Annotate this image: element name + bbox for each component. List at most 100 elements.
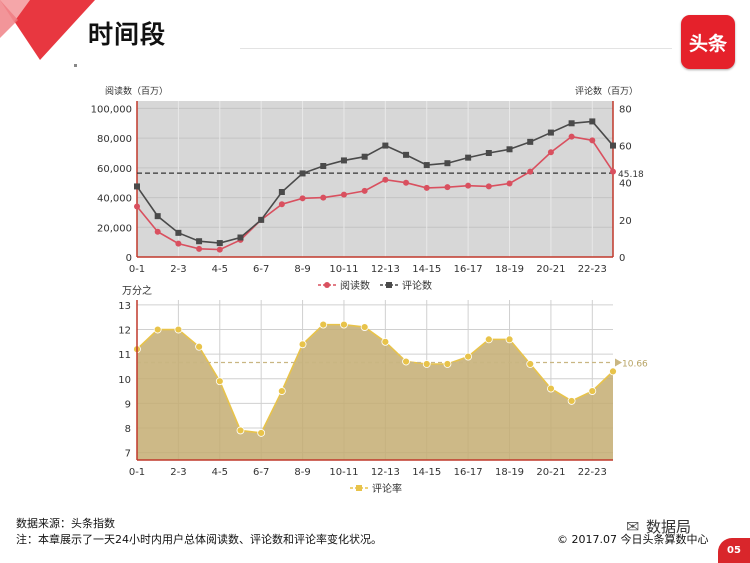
rate-point	[567, 397, 576, 405]
reads-point	[423, 184, 430, 191]
series-line-reads	[136, 135, 614, 251]
comments-point	[278, 189, 285, 195]
reads-point	[610, 168, 616, 175]
x-tick-label: 22-23	[578, 264, 607, 275]
rate-point	[215, 377, 224, 386]
comments-point	[547, 129, 554, 136]
reads-point	[196, 245, 203, 252]
comments-point	[216, 240, 223, 247]
y-axis-label: 万分之	[122, 284, 152, 297]
logo-text: 头条	[688, 32, 727, 55]
plot-background	[137, 101, 613, 257]
comments-point	[340, 157, 347, 164]
left-tick-label: 80,000	[97, 134, 132, 145]
comments-point	[444, 160, 451, 167]
reads-point	[485, 183, 492, 190]
legend-reads-label: 阅读数	[340, 279, 370, 292]
rate-point	[277, 387, 286, 395]
reads-comments-chart: 100,000 80,000 60,000 40,000 20,000 0 80 60 40 20…	[91, 85, 644, 292]
x-tick-label: 22-23	[578, 467, 607, 478]
x-tick-label: 0-1	[129, 467, 145, 478]
reads-point	[527, 168, 534, 175]
comments-point	[589, 118, 596, 125]
comments-point	[258, 216, 265, 223]
right-tick-label: 20	[619, 216, 632, 227]
reads-point	[216, 246, 223, 253]
y-tick-label: 10	[118, 375, 131, 386]
reads-point	[320, 194, 327, 201]
rate-point	[236, 426, 245, 435]
legend-rate-marker	[356, 485, 362, 491]
reads-point	[382, 176, 389, 183]
page-corner	[718, 538, 750, 563]
comments-point	[485, 150, 492, 156]
comments-point	[423, 162, 430, 169]
data-source: 数据来源：头条指数	[16, 517, 115, 530]
rate-point	[526, 360, 535, 368]
rate-point	[547, 384, 555, 393]
corner-decoration	[0, 0, 95, 60]
left-axis-label: 阅读数（百万）	[105, 85, 168, 97]
rate-point	[402, 357, 410, 366]
reads-point	[299, 195, 306, 202]
reference-arrow	[615, 358, 622, 367]
comments-point	[610, 142, 616, 149]
rate-point	[298, 340, 307, 349]
x-tick-label: 8-9	[294, 264, 310, 275]
rate-area	[137, 324, 613, 460]
rate-point	[360, 323, 369, 331]
rate-point	[319, 320, 328, 329]
toutiao-logo: 头条	[681, 15, 735, 69]
comments-point	[299, 170, 306, 177]
comments-point	[382, 142, 389, 149]
copyright: © 2017.07 今日头条算数中心	[557, 533, 709, 546]
x-tick-label: 16-17	[454, 467, 483, 478]
right-tick-label: 80	[619, 104, 632, 115]
watermark-text: 数据局	[646, 518, 692, 536]
right-tick-label: 40	[619, 179, 632, 190]
comments-point	[175, 229, 182, 236]
x-tick-label: 4-5	[212, 467, 228, 478]
comments-point	[527, 138, 534, 145]
x-tick-label: 6-7	[253, 467, 269, 478]
reads-point	[547, 149, 554, 156]
reference-line-label: 10.66	[622, 360, 648, 370]
y-tick-label: 11	[118, 350, 131, 361]
y-tick-label: 13	[118, 301, 131, 312]
chapter-note: 注：本章展示了一天24小时内用户总体阅读数、评论数和评论率变化状况。	[16, 533, 382, 546]
reads-point	[506, 180, 513, 187]
x-tick-label: 14-15	[412, 264, 441, 275]
x-tick-label: 10-11	[329, 467, 358, 478]
left-tick-label: 100,000	[91, 104, 132, 115]
page-title: 时间段	[88, 20, 167, 49]
comments-point	[154, 213, 161, 220]
rate-point	[381, 337, 390, 346]
left-tick-label: 60,000	[97, 164, 132, 175]
rate-point	[484, 335, 493, 344]
comments-point	[506, 146, 513, 153]
x-tick-label: 6-7	[253, 264, 269, 275]
x-tick-label: 16-17	[454, 264, 483, 275]
legend-reads-marker	[324, 282, 330, 288]
reads-point	[465, 182, 472, 189]
rate-line	[136, 323, 614, 434]
x-tick-label: 20-21	[536, 467, 565, 478]
reference-line-label: 45.18	[618, 170, 644, 180]
x-tick-label: 14-15	[412, 467, 441, 478]
left-tick-label: 20,000	[97, 223, 132, 234]
rate-point	[505, 335, 514, 344]
x-tick-label: 20-21	[536, 264, 565, 275]
rate-point	[153, 325, 162, 334]
comments-point	[134, 183, 140, 190]
reads-point	[589, 137, 596, 144]
x-tick-label: 12-13	[371, 264, 400, 275]
x-tick-label: 2-3	[170, 467, 186, 478]
right-axis-label: 评论数（百万）	[575, 85, 638, 97]
legend-rate-label: 评论率	[372, 482, 402, 495]
comment-rate-chart: 13 12 11 10 9 8 7 10.66 万分之 0-1 2-3 4-5 6-7 8-9 10-11 1…	[118, 284, 648, 495]
reads-point	[361, 187, 368, 194]
reads-point	[175, 240, 182, 247]
series-line-comments	[136, 120, 614, 244]
right-tick-label: 60	[619, 142, 632, 153]
comments-point	[568, 120, 575, 127]
